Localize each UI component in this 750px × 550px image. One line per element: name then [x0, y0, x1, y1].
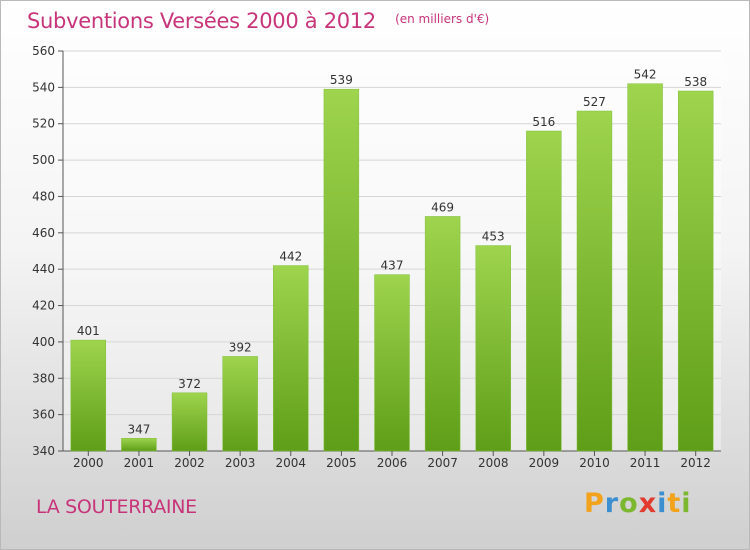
x-tick-label: 2004	[275, 456, 306, 470]
bar	[475, 245, 511, 452]
bar	[677, 90, 714, 452]
x-tick-label: 2006	[377, 456, 408, 470]
bar-value-label: 539	[330, 73, 353, 87]
y-tick-label: 380	[32, 371, 55, 385]
y-tick-label: 520	[32, 117, 55, 131]
bar	[171, 392, 208, 452]
bar-value-label: 442	[279, 250, 302, 264]
bar-value-label: 516	[532, 115, 555, 129]
x-tick-label: 2001	[124, 456, 155, 470]
x-tick-label: 2005	[326, 456, 357, 470]
logo-letter: o	[619, 488, 639, 519]
bar	[70, 339, 107, 452]
bar	[121, 438, 157, 452]
bar-value-label: 469	[431, 200, 454, 214]
y-tick-label: 440	[32, 262, 55, 276]
bar-value-label: 453	[482, 230, 505, 244]
bar	[627, 83, 663, 452]
x-tick-label: 2007	[427, 456, 458, 470]
bar-value-label: 527	[583, 95, 606, 109]
bar-value-label: 437	[381, 259, 404, 273]
bar-value-label: 542	[634, 68, 657, 82]
bar	[323, 88, 360, 452]
logo-letter: r	[604, 488, 620, 519]
bar-value-label: 401	[77, 324, 100, 338]
logo-letter: P	[584, 488, 605, 519]
x-tick-label: 2010	[579, 456, 610, 470]
y-tick-label: 500	[32, 153, 55, 167]
logo-letter: i	[657, 488, 668, 519]
proxiti-logo: Proxiti	[584, 488, 692, 519]
y-tick-label: 340	[32, 444, 55, 458]
y-tick-label: 420	[32, 299, 55, 313]
x-tick-label: 2011	[630, 456, 661, 470]
x-tick-label: 2009	[529, 456, 560, 470]
logo-letter: i	[681, 488, 692, 519]
logo-letter: t	[667, 488, 682, 519]
y-tick-label: 480	[32, 189, 55, 203]
x-tick-label: 2002	[174, 456, 205, 470]
chart-unit: (en milliers d'€)	[395, 12, 490, 26]
title-row: Subventions Versées 2000 à 2012 (en mill…	[27, 9, 489, 33]
bar	[273, 265, 309, 452]
logo-letter: x	[638, 488, 658, 519]
bar-value-label: 392	[229, 340, 252, 354]
bar	[526, 130, 562, 452]
bar-value-label: 538	[684, 75, 707, 89]
y-tick-label: 400	[32, 335, 55, 349]
x-tick-label: 2000	[73, 456, 104, 470]
y-tick-label: 460	[32, 226, 55, 240]
y-tick-label: 560	[32, 44, 55, 58]
location-name: LA SOUTERRAINE	[36, 496, 197, 518]
y-tick-label: 540	[32, 80, 55, 94]
chart-title: Subventions Versées 2000 à 2012	[27, 9, 376, 33]
bar	[576, 110, 613, 452]
bar-value-label: 347	[127, 422, 150, 436]
y-tick-label: 360	[32, 408, 55, 422]
x-tick-label: 2008	[478, 456, 509, 470]
bar-value-label: 372	[178, 377, 201, 391]
bar	[374, 274, 410, 452]
bar	[222, 356, 258, 452]
x-tick-label: 2003	[225, 456, 256, 470]
bar	[424, 216, 461, 452]
x-tick-label: 2012	[680, 456, 711, 470]
